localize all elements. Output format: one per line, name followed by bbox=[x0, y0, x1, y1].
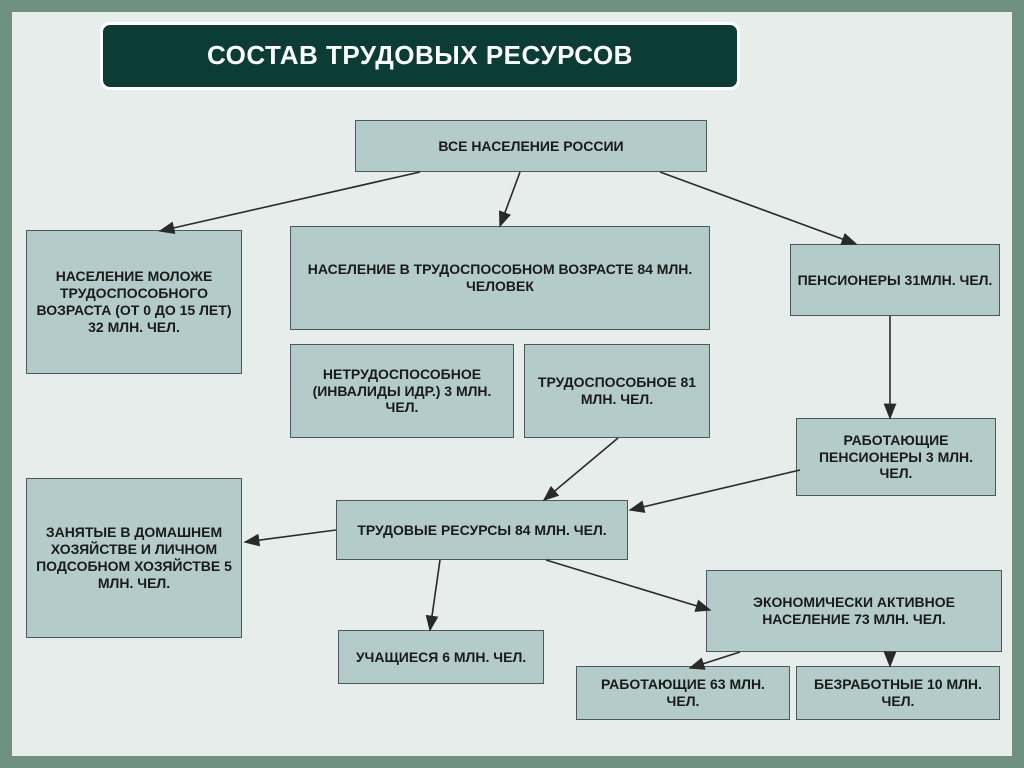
node-labor-res: ТРУДОВЫЕ РЕСУРСЫ 84 МЛН. ЧЕЛ. bbox=[336, 500, 628, 560]
node-able: ТРУДОСПОСОБНОЕ 81 МЛН. ЧЕЛ. bbox=[524, 344, 710, 438]
node-household: ЗАНЯТЫЕ В ДОМАШНЕМ ХОЗЯЙСТВЕ И ЛИЧНОМ ПО… bbox=[26, 478, 242, 638]
node-work-age: НАСЕЛЕНИЕ В ТРУДОСПОСОБНОМ ВОЗРАСТЕ 84 М… bbox=[290, 226, 710, 330]
node-students: УЧАЩИЕСЯ 6 МЛН. ЧЕЛ. bbox=[338, 630, 544, 684]
title-banner: СОСТАВ ТРУДОВЫХ РЕСУРСОВ bbox=[100, 22, 740, 90]
node-working-pens: РАБОТАЮЩИЕ ПЕНСИОНЕРЫ 3 МЛН. ЧЕЛ. bbox=[796, 418, 996, 496]
node-young: НАСЕЛЕНИЕ МОЛОЖЕ ТРУДОСПОСОБНОГО ВОЗРАСТ… bbox=[26, 230, 242, 374]
node-all-pop: ВСЕ НАСЕЛЕНИЕ РОССИИ bbox=[355, 120, 707, 172]
node-disabled: НЕТРУДОСПОСОБНОЕ (ИНВАЛИДЫ ИДР.) 3 МЛН. … bbox=[290, 344, 514, 438]
node-pensioners: ПЕНСИОНЕРЫ 31МЛН. ЧЕЛ. bbox=[790, 244, 1000, 316]
node-econ-active: ЭКОНОМИЧЕСКИ АКТИВНОЕ НАСЕЛЕНИЕ 73 МЛН. … bbox=[706, 570, 1002, 652]
node-unemployed: БЕЗРАБОТНЫЕ 10 МЛН. ЧЕЛ. bbox=[796, 666, 1000, 720]
node-working: РАБОТАЮЩИЕ 63 МЛН. ЧЕЛ. bbox=[576, 666, 790, 720]
